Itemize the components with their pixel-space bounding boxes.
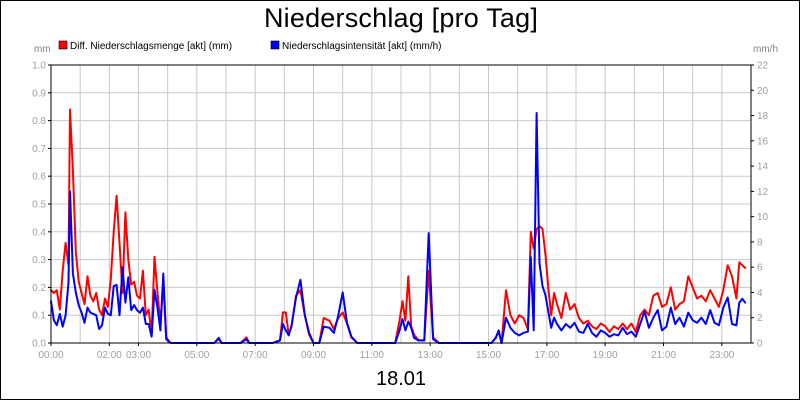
grid-lines	[50, 64, 752, 344]
legend-label-intensitaet: Niederschlagsintensität [akt] (mm/h)	[282, 41, 442, 52]
x-tick-label: 15:00	[476, 350, 501, 361]
x-tick-label: 23:00	[709, 350, 734, 361]
plot-border	[50, 64, 752, 344]
right-axis: 0 2 4 6 8 10 12 14 16 18 20 22	[751, 61, 769, 350]
left-axis: 0.0 0.1 0.2 0.3 0.4 0.5 0.6 0.7 0.8 0.9 1.0	[32, 61, 51, 350]
left-tick-label: 0.2	[32, 283, 46, 294]
x-tick-label: 19:00	[593, 350, 618, 361]
left-tick-label: 0.1	[32, 311, 46, 322]
left-tick-label: 0.7	[32, 144, 46, 155]
left-axis-unit: mm	[34, 44, 51, 55]
legend: Diff. Niederschlagsmenge [akt] (mm) Nied…	[58, 40, 442, 52]
x-tick-label: 03:00	[126, 350, 151, 361]
right-tick-label: 18	[757, 111, 769, 122]
right-tick-label: 10	[757, 212, 769, 223]
right-tick-label: 22	[757, 61, 769, 72]
x-tick-label: 09:00	[301, 350, 326, 361]
x-tick-label: 02:00	[97, 350, 122, 361]
right-tick-label: 20	[757, 86, 769, 97]
left-tick-label: 0.8	[32, 116, 46, 127]
right-axis-unit: mm/h	[753, 44, 778, 55]
right-tick-label: 6	[757, 263, 763, 274]
x-tick-label: 07:00	[243, 350, 268, 361]
left-tick-label: 0.3	[32, 255, 46, 266]
left-tick-label: 1.0	[32, 61, 46, 72]
x-tick-label: 13:00	[418, 350, 443, 361]
right-tick-label: 16	[757, 136, 769, 147]
legend-swatch-menge	[58, 40, 68, 50]
x-axis: 00:00 02:00 03:00 05:00 07:00 09:00 11:00 13:00…	[38, 343, 735, 361]
legend-label-menge: Diff. Niederschlagsmenge [akt] (mm)	[70, 41, 232, 52]
x-tick-label: 11:00	[360, 350, 385, 361]
series-line-niederschlagsmenge	[50, 108, 747, 344]
right-tick-label: 14	[757, 162, 769, 173]
left-tick-label: 0.0	[32, 339, 46, 350]
x-tick-label: 05:00	[184, 350, 209, 361]
legend-swatch-intensitaet	[270, 40, 280, 50]
right-tick-label: 12	[757, 187, 769, 198]
left-tick-label: 0.9	[32, 88, 46, 99]
right-tick-label: 0	[757, 339, 763, 350]
series-line-niederschlagsintensitaet	[50, 112, 747, 344]
right-tick-label: 8	[757, 237, 763, 248]
chart-title: Niederschlag [pro Tag]	[263, 3, 539, 33]
left-tick-label: 0.5	[32, 200, 46, 211]
left-tick-label: 0.4	[32, 227, 46, 238]
right-tick-label: 2	[757, 313, 763, 324]
series-layer	[50, 108, 747, 344]
left-tick-label: 0.6	[32, 172, 46, 183]
x-tick-label: 21:00	[651, 350, 676, 361]
x-tick-label: 17:00	[534, 350, 559, 361]
date-label: 18.01	[375, 368, 427, 390]
right-tick-label: 4	[757, 288, 763, 299]
x-tick-label: 00:00	[38, 350, 63, 361]
